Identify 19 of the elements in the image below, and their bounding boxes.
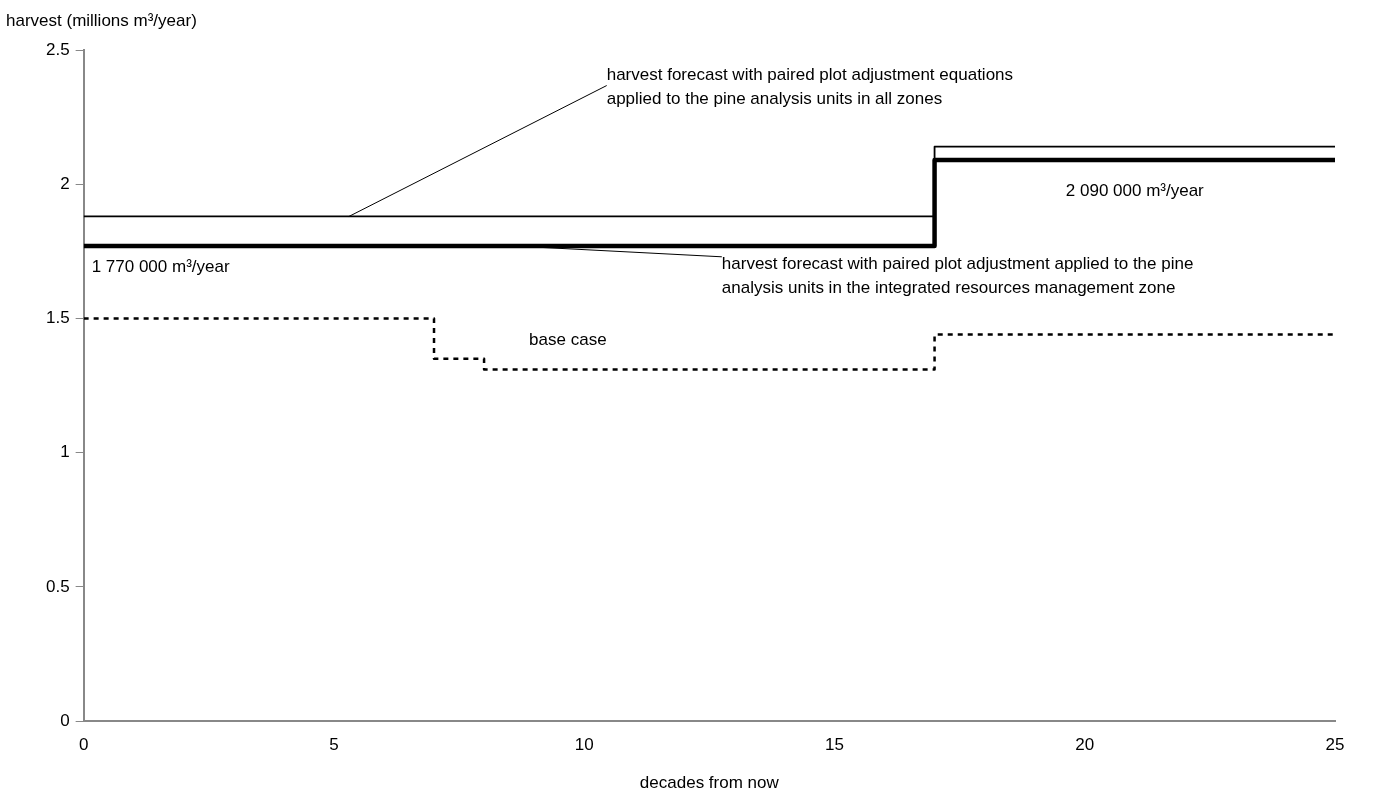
series-label: base case (529, 330, 607, 350)
y-tick-label: 2.5 (45, 39, 70, 59)
y-tick-label: 1.5 (45, 308, 70, 328)
x-tick-label: 15 (824, 735, 844, 755)
x-tick-label: 0 (78, 735, 89, 755)
x-tick-label: 20 (1075, 735, 1095, 755)
y-tick-label: 0 (60, 710, 70, 730)
x-tick-label: 10 (574, 735, 594, 755)
series-label: harvest forecast with paired plot adjustment applied to the pine analysis units in the integrated resources management zone (721, 253, 1194, 297)
annotation: 2 090 000 m³/year (1065, 181, 1205, 201)
x-tick-label: 25 (1325, 735, 1345, 755)
x-tick-label: 5 (329, 735, 339, 755)
annotation: 1 770 000 m³/year (91, 256, 230, 276)
y-tick-label: 0.5 (45, 576, 70, 596)
y-axis-title: harvest (millions m³/year) (6, 11, 197, 30)
y-tick-label: 1 (60, 442, 70, 462)
y-tick-label: 2 (60, 173, 70, 193)
text: harvest forecast with paired plot adjustment equations applied to the pine analysis units in all zones (606, 64, 1014, 108)
x-axis-title: decades from now (639, 773, 780, 793)
